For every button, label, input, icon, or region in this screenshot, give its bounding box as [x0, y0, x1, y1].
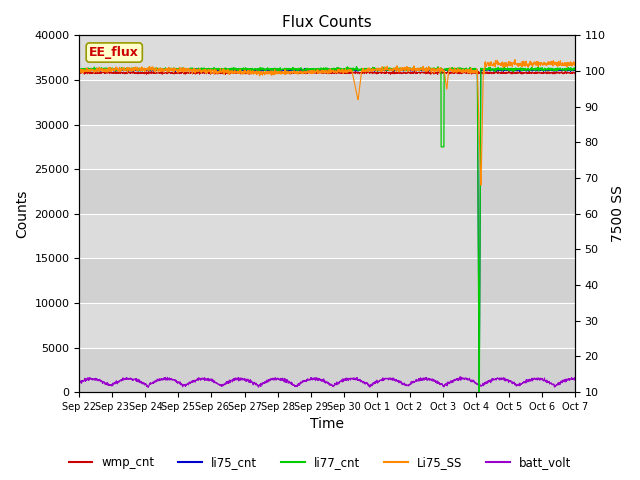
- Y-axis label: Counts: Counts: [15, 190, 29, 238]
- Bar: [79, 80, 575, 124]
- Title: Flux Counts: Flux Counts: [282, 15, 372, 30]
- Bar: [79, 258, 575, 303]
- Text: EE_flux: EE_flux: [90, 46, 139, 59]
- Bar: [79, 169, 575, 214]
- X-axis label: Time: Time: [310, 418, 344, 432]
- Y-axis label: 7500 SS: 7500 SS: [611, 185, 625, 242]
- Bar: [79, 348, 575, 392]
- Legend: wmp_cnt, li75_cnt, li77_cnt, Li75_SS, batt_volt: wmp_cnt, li75_cnt, li77_cnt, Li75_SS, ba…: [64, 452, 576, 474]
